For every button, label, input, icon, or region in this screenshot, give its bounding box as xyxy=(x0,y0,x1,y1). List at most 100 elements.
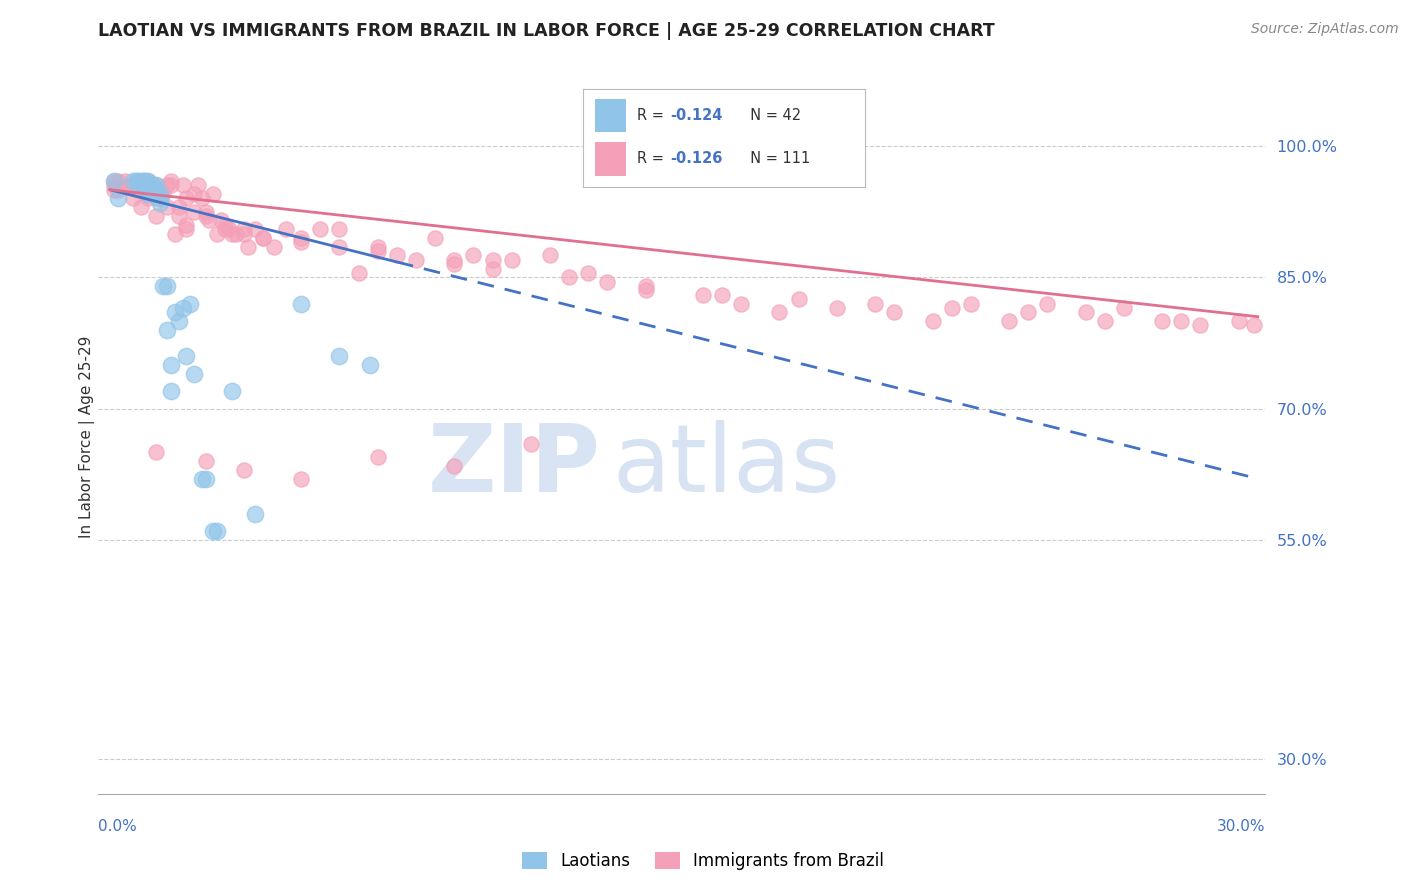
Point xyxy=(194,209,217,223)
Point xyxy=(149,183,172,197)
Point xyxy=(202,524,225,539)
Point xyxy=(463,248,485,262)
Point xyxy=(141,178,163,193)
Point xyxy=(176,222,198,236)
Point xyxy=(941,301,963,315)
Point xyxy=(290,231,312,245)
Point xyxy=(221,384,243,398)
Point xyxy=(290,235,312,250)
Point xyxy=(172,178,194,193)
Point xyxy=(190,192,212,206)
Point xyxy=(883,305,905,319)
Point xyxy=(443,257,465,271)
Point xyxy=(1189,318,1212,333)
Point xyxy=(136,183,159,197)
Point xyxy=(145,445,167,459)
Text: R =: R = xyxy=(637,152,668,167)
Point xyxy=(367,244,389,258)
Point xyxy=(187,178,209,193)
Point xyxy=(367,240,389,254)
Point xyxy=(125,183,148,197)
Point xyxy=(167,314,190,328)
Text: LAOTIAN VS IMMIGRANTS FROM BRAZIL IN LABOR FORCE | AGE 25-29 CORRELATION CHART: LAOTIAN VS IMMIGRANTS FROM BRAZIL IN LAB… xyxy=(98,22,995,40)
Point xyxy=(149,195,172,210)
Point xyxy=(1152,314,1174,328)
Point xyxy=(538,248,561,262)
Point xyxy=(236,240,259,254)
Point xyxy=(520,436,543,450)
Point xyxy=(443,458,465,473)
Text: ZIP: ZIP xyxy=(427,419,600,512)
Point xyxy=(121,192,143,206)
Point xyxy=(156,279,179,293)
Point xyxy=(1074,305,1097,319)
Point xyxy=(156,178,179,193)
Point xyxy=(263,240,285,254)
Point xyxy=(221,227,243,241)
Point xyxy=(711,287,734,301)
Text: -0.124: -0.124 xyxy=(671,108,723,123)
Point xyxy=(367,450,389,464)
Point xyxy=(163,305,186,319)
Point xyxy=(198,213,221,227)
Text: atlas: atlas xyxy=(612,419,841,512)
Point xyxy=(385,248,408,262)
Point xyxy=(787,292,810,306)
Point xyxy=(692,287,714,301)
Point xyxy=(129,174,152,188)
Point xyxy=(423,231,446,245)
Point xyxy=(176,349,198,363)
Text: 0.0%: 0.0% xyxy=(98,819,138,834)
Point xyxy=(359,358,381,372)
Point xyxy=(194,204,217,219)
Text: 30.0%: 30.0% xyxy=(1218,819,1265,834)
Point xyxy=(205,524,228,539)
Point xyxy=(225,227,247,241)
Point xyxy=(183,367,205,381)
Point xyxy=(160,174,183,188)
Point xyxy=(134,183,156,197)
Point xyxy=(290,296,312,310)
Point xyxy=(156,200,179,214)
Point xyxy=(176,218,198,232)
Point xyxy=(136,178,159,193)
Point xyxy=(125,174,148,188)
Point xyxy=(245,222,267,236)
Point xyxy=(149,187,172,202)
Point xyxy=(107,174,129,188)
Point xyxy=(149,192,172,206)
Point xyxy=(145,209,167,223)
Point xyxy=(160,358,183,372)
Point xyxy=(252,231,274,245)
Point xyxy=(141,178,163,193)
Point xyxy=(290,472,312,486)
Text: -0.126: -0.126 xyxy=(671,152,723,167)
Point xyxy=(194,472,217,486)
Legend: Laotians, Immigrants from Brazil: Laotians, Immigrants from Brazil xyxy=(515,845,891,877)
Point xyxy=(194,454,217,468)
Point xyxy=(125,174,148,188)
Point xyxy=(163,227,186,241)
Text: N = 42: N = 42 xyxy=(741,108,801,123)
Point xyxy=(309,222,332,236)
Point xyxy=(121,174,143,188)
Point xyxy=(209,213,232,227)
Point xyxy=(134,174,156,188)
Point xyxy=(145,183,167,197)
Point xyxy=(232,222,254,236)
Point xyxy=(160,178,183,193)
Point xyxy=(103,174,125,188)
Point xyxy=(274,222,297,236)
Point xyxy=(501,252,523,267)
Point xyxy=(1112,301,1135,315)
Point xyxy=(1017,305,1039,319)
Point xyxy=(768,305,790,319)
Point xyxy=(183,187,205,202)
Point xyxy=(252,231,274,245)
Point xyxy=(134,178,156,193)
Point xyxy=(232,227,254,241)
Point xyxy=(328,240,350,254)
Point xyxy=(107,192,129,206)
Point xyxy=(1170,314,1192,328)
Point xyxy=(202,187,225,202)
